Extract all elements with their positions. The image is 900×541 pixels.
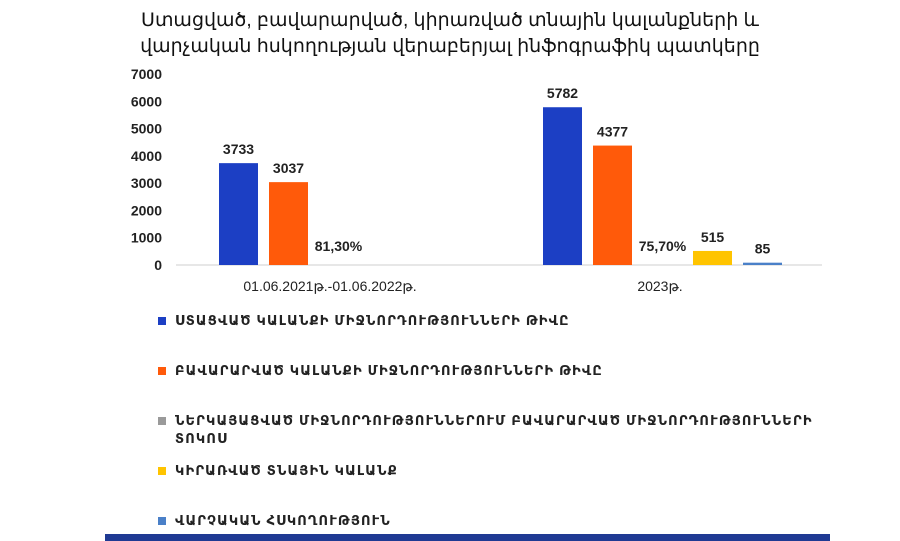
legend-item-percentage: ՆԵՐԿԱՅԱՑՎԱԾ ՄԻՋՆՈՐԴՈՒԹՅՈՒՆՆԵՐՈՒՄ ԲԱՎԱՐԱՐ… <box>158 412 815 448</box>
chart-title-line-2: վարչական հսկողության վերաբերյալ ինֆոգրաֆ… <box>140 36 760 57</box>
legend-item-admin-supervision: ՎԱՐՉԱԿԱՆ ՀՍԿՈՂՈՒԹՅՈՒՆ <box>158 512 815 530</box>
legend-swatch-granted <box>158 367 166 375</box>
legend-item-received: ՍՏԱՑՎԱԾ ԿԱԼԱՆՔԻ ՄԻՋՆՈՐԴՈՒԹՅՈՒՆՆԵՐԻ ԹԻՎԸ <box>158 312 815 330</box>
x-category-label-1: 01.06.2021թ.-01.06.2022թ. <box>243 278 416 294</box>
legend-label-admin-supervision: ՎԱՐՉԱԿԱՆ ՀՍԿՈՂՈՒԹՅՈՒՆ <box>175 513 391 528</box>
legend-swatch-house-arrest <box>158 467 166 475</box>
data-label-series2-cat1: 3037 <box>273 160 304 176</box>
y-tick-label-2000: 2000 <box>131 202 162 218</box>
data-label-series4-cat2: 515 <box>701 229 725 245</box>
legend-label-granted: ԲԱՎԱՐԱՐՎԱԾ ԿԱԼԱՆՔԻ ՄԻՋՆՈՐԴՈՒԹՅՈՒՆՆԵՐԻ ԹԻ… <box>175 363 603 378</box>
legend-swatch-admin-supervision <box>158 517 166 525</box>
data-label-series3-cat1: 81,30% <box>315 238 363 254</box>
data-label-series2-cat2: 4377 <box>597 124 628 140</box>
legend-swatch-percentage <box>158 417 166 425</box>
y-tick-label-6000: 6000 <box>131 93 162 109</box>
bar-series2-cat1 <box>269 182 308 265</box>
y-tick-label-4000: 4000 <box>131 148 162 164</box>
data-label-series1-cat2: 5782 <box>547 85 578 101</box>
legend-label-received: ՍՏԱՑՎԱԾ ԿԱԼԱՆՔԻ ՄԻՋՆՈՐԴՈՒԹՅՈՒՆՆԵՐԻ ԹԻՎԸ <box>175 313 570 328</box>
legend-item-granted: ԲԱՎԱՐԱՐՎԱԾ ԿԱԼԱՆՔԻ ՄԻՋՆՈՐԴՈՒԹՅՈՒՆՆԵՐԻ ԹԻ… <box>158 362 815 380</box>
bar-series1-cat1 <box>219 163 258 265</box>
y-tick-label-5000: 5000 <box>131 121 162 137</box>
y-tick-label-3000: 3000 <box>131 175 162 191</box>
bar-series1-cat2 <box>543 107 582 265</box>
legend-swatch-received <box>158 317 166 325</box>
legend-item-house-arrest: ԿԻՐԱՌՎԱԾ ՏՆԱՅԻՆ ԿԱԼԱՆՔ <box>158 462 815 480</box>
chart-title: Ստացված, բավարարված, կիրառված տնային կալ… <box>0 8 900 60</box>
data-label-series3-cat2: 75,70% <box>639 238 687 254</box>
y-tick-label-1000: 1000 <box>131 230 162 246</box>
data-label-series5-cat2: 85 <box>755 241 771 257</box>
y-tick-label-7000: 7000 <box>131 66 162 82</box>
legend-label-percentage: ՆԵՐԿԱՅԱՑՎԱԾ ՄԻՋՆՈՐԴՈՒԹՅՈՒՆՆԵՐՈՒՄ ԲԱՎԱՐԱՐ… <box>175 413 813 446</box>
y-tick-label-0: 0 <box>154 257 162 273</box>
bar-series4-cat2 <box>693 250 732 265</box>
bar-series5-cat2 <box>743 262 782 265</box>
bottom-accent-bar <box>105 534 830 541</box>
legend-label-house-arrest: ԿԻՐԱՌՎԱԾ ՏՆԱՅԻՆ ԿԱԼԱՆՔ <box>175 463 398 478</box>
x-category-label-2: 2023թ. <box>637 278 682 294</box>
data-label-series1-cat1: 3733 <box>223 141 254 157</box>
chart-title-line-1: Ստացված, բավարարված, կիրառված տնային կալ… <box>141 10 759 31</box>
bar-chart: 0 1000 2000 3000 4000 5000 6000 7000 3733 5782 303… <box>131 66 822 294</box>
bar-series2-cat2 <box>593 145 632 265</box>
